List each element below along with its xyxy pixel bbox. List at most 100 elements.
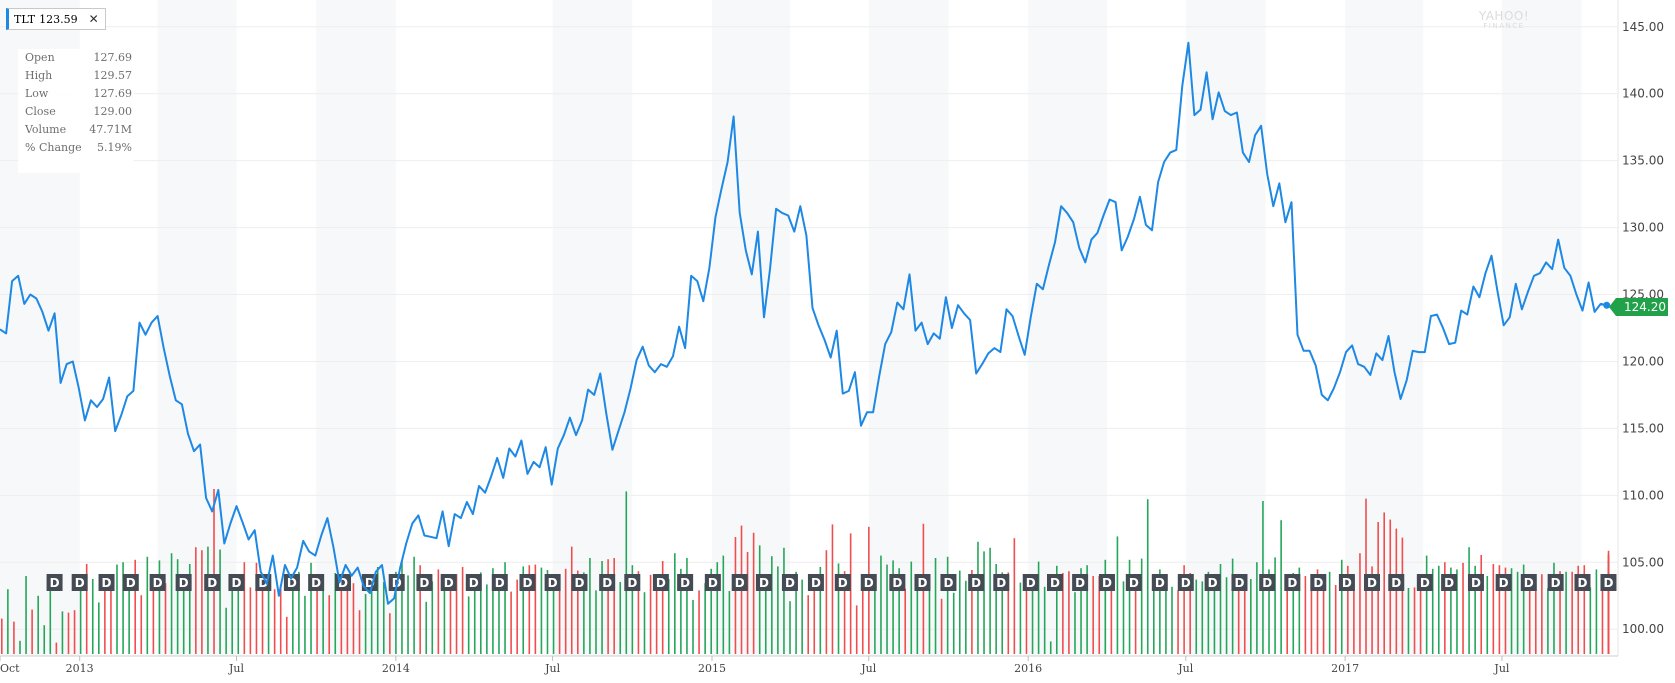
y-tick-label: 110.00 [1622,488,1664,502]
dividend-marker[interactable]: D [283,574,300,591]
dividend-marker-box [416,574,433,591]
dividend-marker-box [993,574,1010,591]
dividend-marker[interactable]: D [1284,574,1301,591]
dividend-marker[interactable]: D [731,574,748,591]
dividend-marker[interactable]: D [968,574,985,591]
volume-bar [443,579,446,654]
dividend-marker[interactable]: D [1416,574,1433,591]
dividend-marker[interactable]: D [1098,574,1115,591]
dividend-marker[interactable]: D [677,574,694,591]
dividend-marker-label: D [102,576,112,590]
dividend-marker[interactable]: D [1495,574,1512,591]
dividend-marker-label: D [338,576,348,590]
dividend-marker[interactable]: D [860,574,877,591]
dividend-marker-box [1520,574,1537,591]
dividend-marker[interactable]: D [1574,574,1591,591]
volume-bar [25,576,27,654]
volume-bar [1316,569,1319,654]
dividend-marker[interactable]: D [46,574,63,591]
dividend-marker[interactable]: D [1310,574,1327,591]
dividend-marker[interactable]: D [544,574,561,591]
volume-bar [67,612,70,654]
y-tick-label: 120.00 [1622,354,1664,368]
dividend-marker[interactable]: D [889,574,906,591]
dividend-marker[interactable]: D [834,574,851,591]
dividend-marker[interactable]: D [465,574,482,591]
volume-bar [1480,555,1483,654]
dividend-marker[interactable]: D [1046,574,1063,591]
volume-bar [164,583,167,654]
dividend-marker[interactable]: D [98,574,115,591]
dividend-marker-label: D [602,576,612,590]
y-axis: 100.00105.00110.00115.00120.00125.00130.… [1622,20,1664,636]
dividend-marker[interactable]: D [416,574,433,591]
dividend-marker[interactable]: D [1204,574,1221,591]
volume-bar [1371,566,1373,654]
volume-bar [304,595,306,654]
dividend-marker[interactable]: D [1467,574,1484,591]
dividend-marker[interactable]: D [519,574,536,591]
volume-bar [1425,555,1428,654]
dividend-marker[interactable]: D [652,574,669,591]
dividend-marker[interactable]: D [1338,574,1355,591]
dividend-marker[interactable]: D [599,574,616,591]
dividend-marker[interactable]: D [1388,574,1405,591]
dividend-marker[interactable]: D [440,574,457,591]
watermark-line2: FINANCE [1483,22,1525,30]
volume-bar [7,589,9,654]
volume-bar [1165,589,1167,654]
dividend-marker-box [624,574,641,591]
dividend-marker[interactable]: D [1259,574,1276,591]
dividend-marker[interactable]: D [71,574,88,591]
dividend-marker[interactable]: D [1022,574,1039,591]
close-icon[interactable]: ✕ [88,12,99,26]
volume-bar [692,600,694,654]
dividend-marker[interactable]: D [1547,574,1564,591]
volume-bar [49,578,52,654]
dividend-marker[interactable]: D [624,574,641,591]
dividend-marker[interactable]: D [940,574,957,591]
volume-bar [1183,565,1185,654]
volume-bar [952,592,955,654]
dividend-marker[interactable]: D [491,574,508,591]
dividend-marker[interactable]: D [308,574,325,591]
dividend-marker[interactable]: D [914,574,931,591]
dividend-marker[interactable]: D [122,574,139,591]
dividend-marker-box [228,574,245,591]
dividend-marker[interactable]: D [175,574,192,591]
ohlc-value: 47.71M [89,123,132,136]
volume-bar [1,618,3,654]
dividend-marker[interactable]: D [335,574,352,591]
dividend-marker[interactable]: D [704,574,721,591]
dividend-marker-box [46,574,63,591]
dividend-marker[interactable]: D [1364,574,1381,591]
dividend-marker[interactable]: D [228,574,245,591]
dividend-marker[interactable]: D [993,574,1010,591]
volume-bar [449,578,452,654]
dividend-marker[interactable]: D [781,574,798,591]
dividend-marker[interactable]: D [1072,574,1089,591]
volume-bar [479,572,482,654]
volume-bar [370,579,373,654]
dividend-marker[interactable]: D [149,574,166,591]
dividend-marker-label: D [1524,576,1534,590]
dividend-marker[interactable]: D [1600,574,1617,591]
ticker-chip[interactable]: TLT 123.59 ✕ [6,8,106,30]
dividend-marker[interactable]: D [807,574,824,591]
dividend-marker[interactable]: D [1520,574,1537,591]
dividend-marker[interactable]: D [1441,574,1458,591]
dividend-marker[interactable]: D [1177,574,1194,591]
dividend-marker[interactable]: D [1231,574,1248,591]
volume-bar [1534,582,1537,654]
dividend-marker[interactable]: D [571,574,588,591]
dividend-marker[interactable]: D [204,574,221,591]
y-tick-label: 140.00 [1622,87,1664,101]
volume-bar [1237,588,1240,654]
volume-bar [1498,565,1501,654]
x-tick-label: 2016 [1014,662,1042,675]
dividend-marker[interactable]: D [755,574,772,591]
dividend-marker[interactable]: D [1125,574,1142,591]
dividend-marker[interactable]: D [1151,574,1168,591]
